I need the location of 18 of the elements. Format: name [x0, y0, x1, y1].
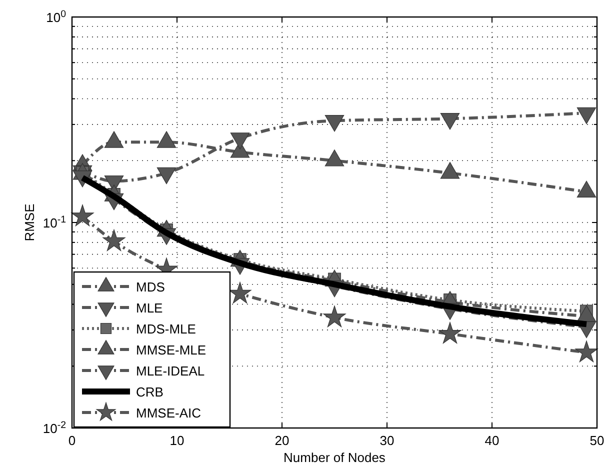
legend-label: MDS-MLE [136, 322, 196, 336]
legend-label: MMSE-MLE [136, 342, 206, 358]
y-tick-label: 10$^{-1}$ [42, 214, 66, 230]
legend-label: CRB [136, 384, 164, 400]
y-tick-label: 10$^{0}$ [46, 8, 67, 25]
x-tick-label: 10 [170, 433, 184, 448]
x-tick-label: 50 [590, 433, 604, 448]
legend-label: MDS [136, 280, 166, 294]
legend-label: MLE-IDEAL [136, 364, 205, 378]
x-tick-label: 0 [68, 433, 76, 448]
x-tick-label: 40 [484, 433, 500, 448]
x-axis-title: Number of Nodes [284, 450, 386, 465]
x-tick-label: 20 [274, 433, 290, 448]
legend-label: MLE [136, 300, 164, 316]
x-tick-label: 30 [380, 433, 394, 448]
y-axis-title: RMSE [22, 203, 37, 242]
legend-label: MMSE-AIC [136, 406, 201, 420]
y-tick-label: 10$^{-2}$ [42, 420, 66, 436]
